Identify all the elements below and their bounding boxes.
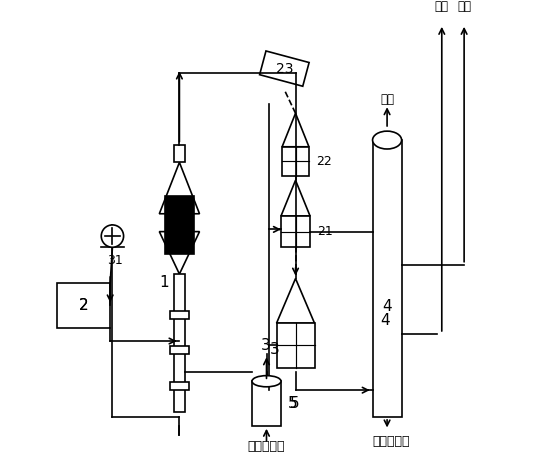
- Text: 2: 2: [78, 298, 88, 313]
- Bar: [56, 283, 110, 328]
- Bar: [174, 274, 185, 413]
- Polygon shape: [277, 279, 314, 323]
- Text: 5: 5: [290, 396, 300, 411]
- Polygon shape: [159, 232, 199, 274]
- Bar: [281, 216, 310, 247]
- Bar: [170, 382, 189, 390]
- Bar: [373, 140, 401, 417]
- Bar: [252, 381, 281, 426]
- Text: 氢气、尾气: 氢气、尾气: [248, 440, 285, 453]
- Circle shape: [101, 225, 124, 247]
- Text: 2: 2: [78, 298, 88, 313]
- Ellipse shape: [252, 375, 281, 387]
- Bar: [277, 323, 314, 368]
- Polygon shape: [159, 163, 199, 214]
- Bar: [165, 196, 193, 254]
- Text: 23: 23: [276, 62, 293, 75]
- Bar: [170, 346, 189, 355]
- Text: 22: 22: [316, 155, 332, 168]
- Bar: [282, 147, 309, 176]
- Text: 4: 4: [382, 299, 392, 314]
- Text: 5: 5: [288, 396, 297, 411]
- Text: 柴油: 柴油: [435, 0, 449, 13]
- Text: 江油: 江油: [457, 0, 471, 13]
- Polygon shape: [282, 113, 309, 147]
- Text: 4: 4: [380, 313, 390, 327]
- Text: 3: 3: [261, 338, 271, 353]
- Bar: [170, 311, 189, 319]
- Ellipse shape: [373, 131, 401, 149]
- Text: 轻油: 轻油: [380, 94, 394, 106]
- Text: 31: 31: [107, 254, 123, 267]
- Text: 1: 1: [159, 275, 168, 290]
- Polygon shape: [260, 51, 309, 86]
- Text: 3: 3: [270, 343, 280, 357]
- Polygon shape: [281, 180, 310, 216]
- Text: 不凝性气体: 不凝性气体: [373, 435, 410, 448]
- Text: 21: 21: [317, 225, 333, 238]
- Bar: [174, 144, 185, 163]
